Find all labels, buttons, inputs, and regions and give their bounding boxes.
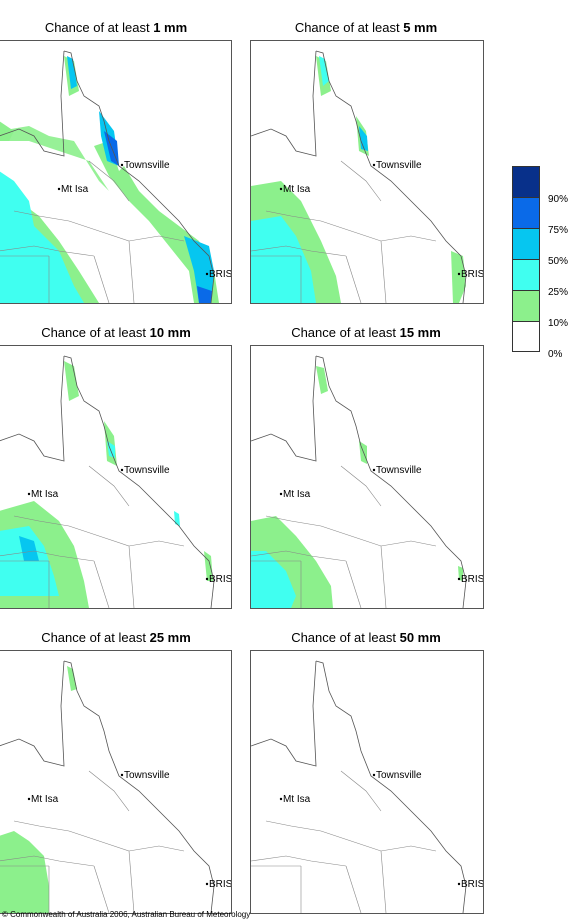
city-townsville-dot: [120, 163, 124, 167]
legend-swatch-25: [512, 259, 540, 290]
panel-title-amount: 1 mm: [153, 20, 188, 35]
copyright-text: © Commonwealth of Australia 2006, Austra…: [2, 910, 251, 919]
city-brisbane-label: BRIS: [461, 269, 483, 280]
city-brisbane-dot: [457, 882, 461, 886]
map-svg: Townsville Mt Isa BRIS: [0, 50, 231, 303]
legend-swatch-0: [512, 321, 540, 352]
city-brisbane-dot: [457, 272, 461, 276]
map-panel-25mm: Townsville Mt Isa BRIS: [0, 650, 232, 914]
panel-title-amount: 25 mm: [149, 630, 191, 645]
panel-title-amount: 10 mm: [149, 325, 191, 340]
map-panel-15mm: Townsville Mt Isa BRIS: [250, 345, 484, 609]
city-brisbane-dot: [205, 272, 209, 276]
city-mt-isa-dot: [279, 797, 283, 801]
rain-overlay: [0, 361, 213, 608]
city-townsville-label: Townsville: [124, 160, 170, 171]
city-townsville-dot: [120, 468, 124, 472]
map-svg: Townsville Mt Isa BRIS: [0, 660, 231, 913]
coastline: [0, 660, 215, 913]
rain-overlay: [251, 56, 466, 303]
legend-label-50: 50%: [548, 256, 569, 267]
city-townsville-label: Townsville: [376, 160, 422, 171]
panel-title-prefix: Chance of at least: [294, 20, 404, 35]
coastline: [251, 660, 467, 913]
map-svg: Townsville Mt Isa BRIS: [251, 355, 483, 608]
panel-title-prefix: Chance of at least: [41, 325, 150, 340]
legend-label-75: 75%: [548, 225, 569, 236]
city-brisbane-label: BRIS: [461, 574, 483, 585]
legend-swatch-50: [512, 228, 540, 259]
coastline: [251, 50, 467, 303]
city-mt-isa-dot: [27, 492, 31, 496]
rain-overlay: [251, 366, 463, 608]
city-mt-isa-label: Mt Isa: [283, 184, 311, 195]
legend-swatch-10: [512, 290, 540, 321]
boundaries: [251, 770, 437, 913]
city-mt-isa-label: Mt Isa: [283, 794, 311, 805]
city-townsville-dot: [120, 773, 124, 777]
city-brisbane-label: BRIS: [461, 879, 483, 890]
city-brisbane-dot: [457, 577, 461, 581]
city-townsville-dot: [372, 163, 376, 167]
panel-title-1mm: Chance of at least 1 mm: [0, 20, 232, 35]
panel-title-15mm: Chance of at least 15 mm: [250, 325, 482, 340]
city-townsville-label: Townsville: [376, 465, 422, 476]
panel-title-prefix: Chance of at least: [41, 630, 150, 645]
legend-swatch-90: [512, 166, 540, 197]
rain-overlay: [0, 666, 77, 913]
panel-title-prefix: Chance of at least: [44, 20, 154, 35]
city-mt-isa-label: Mt Isa: [31, 489, 59, 500]
city-brisbane-dot: [205, 882, 209, 886]
city-townsville-label: Townsville: [376, 770, 422, 781]
map-svg: Townsville Mt Isa BRIS: [251, 50, 483, 303]
map-panel-5mm: Townsville Mt Isa BRIS: [250, 40, 484, 304]
coastline: [251, 355, 467, 608]
panel-title-prefix: Chance of at least: [291, 325, 400, 340]
coastline: [0, 355, 215, 608]
city-mt-isa-dot: [279, 492, 283, 496]
panel-title-amount: 15 mm: [399, 325, 441, 340]
panel-title-prefix: Chance of at least: [291, 630, 400, 645]
boundaries: [251, 160, 437, 303]
city-brisbane-label: BRIS: [209, 269, 231, 280]
legend-label-10: 10%: [548, 318, 569, 329]
boundaries: [0, 160, 185, 303]
legend-label-25: 25%: [548, 287, 569, 298]
legend: [512, 166, 540, 352]
boundaries: [0, 465, 185, 608]
map-panel-1mm: Townsville Mt Isa BRIS: [0, 40, 232, 304]
city-mt-isa-dot: [57, 187, 61, 191]
city-brisbane-dot: [205, 577, 209, 581]
city-townsville-label: Townsville: [124, 465, 170, 476]
panel-title-10mm: Chance of at least 10 mm: [0, 325, 232, 340]
city-mt-isa-label: Mt Isa: [31, 794, 59, 805]
city-townsville-label: Townsville: [124, 770, 170, 781]
coastline: [0, 50, 215, 303]
city-townsville-dot: [372, 468, 376, 472]
map-panel-50mm: Townsville Mt Isa BRIS: [250, 650, 484, 914]
map-svg: Townsville Mt Isa BRIS: [251, 660, 483, 913]
legend-label-90: 90%: [548, 194, 569, 205]
boundaries: [251, 465, 437, 608]
city-brisbane-label: BRIS: [209, 879, 231, 890]
legend-label-0: 0%: [548, 349, 563, 360]
rain-overlay: [0, 56, 219, 303]
panel-title-50mm: Chance of at least 50 mm: [250, 630, 482, 645]
city-brisbane-label: BRIS: [209, 574, 231, 585]
city-mt-isa-label: Mt Isa: [283, 489, 311, 500]
panel-title-amount: 5 mm: [403, 20, 438, 35]
city-townsville-dot: [372, 773, 376, 777]
city-mt-isa-dot: [279, 187, 283, 191]
legend-swatch-75: [512, 197, 540, 228]
city-mt-isa-label: Mt Isa: [61, 184, 89, 195]
panel-title-5mm: Chance of at least 5 mm: [250, 20, 482, 35]
panel-title-amount: 50 mm: [399, 630, 441, 645]
panel-title-25mm: Chance of at least 25 mm: [0, 630, 232, 645]
city-mt-isa-dot: [27, 797, 31, 801]
map-panel-10mm: Townsville Mt Isa BRIS: [0, 345, 232, 609]
map-svg: Townsville Mt Isa BRIS: [0, 355, 231, 608]
boundaries: [0, 770, 185, 913]
